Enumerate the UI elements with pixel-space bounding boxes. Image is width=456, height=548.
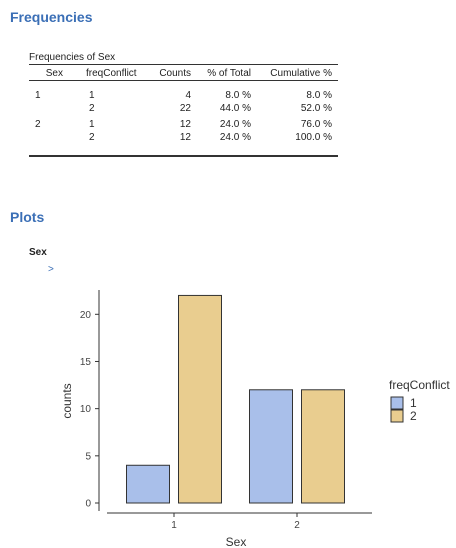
- table-cell: 1: [89, 119, 95, 130]
- table-top-rule: [29, 64, 338, 65]
- x-tick-label: 1: [171, 520, 177, 531]
- y-tick-label: 20: [80, 310, 92, 321]
- table-header-cell: % of Total: [207, 68, 251, 79]
- y-tick-label: 5: [85, 451, 91, 462]
- table-cell: 52.0 %: [300, 103, 332, 114]
- table-cell: 100.0 %: [295, 132, 332, 143]
- bar-sex-1-conflict-2: [178, 294, 222, 504]
- table-bottom-rule: [29, 155, 338, 157]
- table-cell: 12: [179, 119, 191, 130]
- y-axis-label: counts: [60, 383, 74, 418]
- y-tick-label: 10: [80, 404, 92, 415]
- table-cell: 2: [89, 132, 95, 143]
- table-cell: 76.0 %: [300, 119, 332, 130]
- table-header-cell: Counts: [159, 68, 191, 79]
- table-cell: 24.0 %: [219, 132, 251, 143]
- bar-sex-2-conflict-2: [301, 389, 345, 504]
- legend-label: 2: [410, 409, 417, 423]
- table-cell: 1: [35, 90, 41, 101]
- expand-chevron-icon[interactable]: >: [48, 264, 54, 275]
- plot-heading: Sex: [29, 247, 47, 258]
- frequencies-title: Frequencies: [10, 9, 93, 25]
- plots-title: Plots: [10, 209, 45, 225]
- table-header-cell: Sex: [45, 68, 63, 79]
- table-header-cell: freqConflict: [86, 68, 137, 79]
- x-axis-label: Sex: [226, 535, 247, 548]
- x-tick-label: 2: [294, 520, 300, 531]
- legend-swatch: [390, 396, 404, 410]
- y-tick-label: 0: [85, 499, 91, 510]
- table-caption: Frequencies of Sex: [29, 52, 116, 63]
- bar-sex-2-conflict-1: [249, 389, 293, 504]
- table-header-cell: Cumulative %: [270, 68, 332, 79]
- table-cell: 1: [89, 90, 95, 101]
- y-tick-label: 15: [80, 357, 92, 368]
- legend-label: 1: [410, 396, 417, 410]
- table-cell: 44.0 %: [219, 103, 251, 114]
- table-cell: 2: [35, 119, 41, 130]
- legend-title: freqConflict: [389, 378, 450, 392]
- legend-swatch: [390, 409, 404, 423]
- bar-sex-1-conflict-1: [126, 464, 170, 504]
- table-cell: 2: [89, 103, 95, 114]
- table-header-rule: [29, 80, 338, 81]
- table-cell: 12: [179, 132, 191, 143]
- table-cell: 22: [179, 103, 191, 114]
- table-cell: 24.0 %: [219, 119, 251, 130]
- table-cell: 8.0 %: [225, 90, 251, 101]
- table-cell: 4: [185, 90, 191, 101]
- table-cell: 8.0 %: [306, 90, 332, 101]
